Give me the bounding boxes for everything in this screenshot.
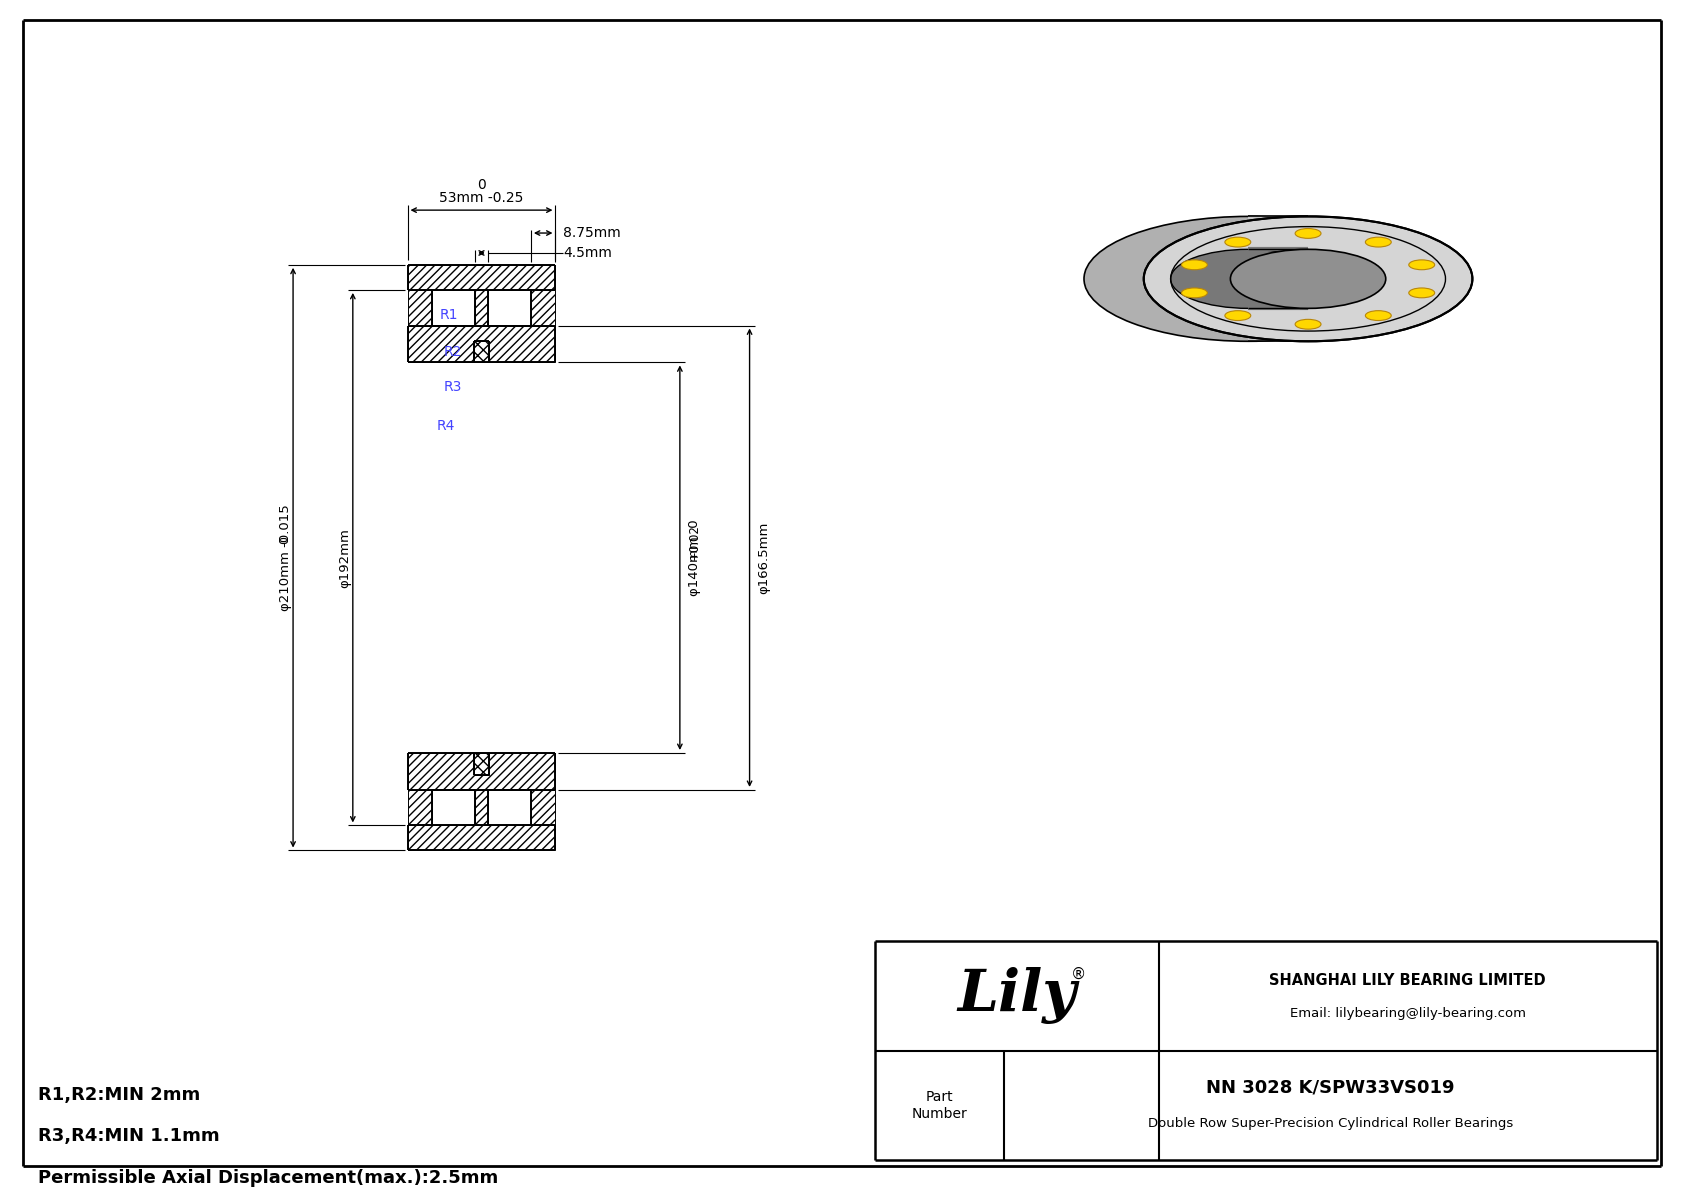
Text: Permissible Axial Displacement(max.):2.5mm: Permissible Axial Displacement(max.):2.5… — [39, 1170, 498, 1187]
Polygon shape — [473, 753, 488, 775]
Text: R1,R2:MIN 2mm: R1,R2:MIN 2mm — [39, 1085, 200, 1104]
Polygon shape — [408, 264, 556, 289]
Polygon shape — [473, 341, 488, 362]
Polygon shape — [530, 289, 556, 325]
Text: 0: 0 — [278, 536, 291, 544]
Text: R4: R4 — [436, 419, 455, 434]
Ellipse shape — [1224, 311, 1251, 320]
Polygon shape — [408, 825, 556, 850]
Polygon shape — [408, 289, 433, 325]
Ellipse shape — [1231, 249, 1386, 308]
Polygon shape — [475, 289, 488, 325]
Polygon shape — [530, 790, 556, 825]
Text: R2: R2 — [445, 344, 463, 358]
Polygon shape — [408, 790, 433, 825]
Text: φ210mm -0.015: φ210mm -0.015 — [278, 504, 291, 611]
Ellipse shape — [1143, 217, 1472, 342]
Ellipse shape — [1084, 217, 1413, 342]
FancyBboxPatch shape — [1248, 217, 1308, 342]
Ellipse shape — [1295, 319, 1320, 329]
Text: 4.5mm: 4.5mm — [564, 247, 613, 260]
Text: R3,R4:MIN 1.1mm: R3,R4:MIN 1.1mm — [39, 1128, 221, 1146]
Polygon shape — [408, 753, 556, 790]
Text: Double Row Super-Precision Cylindrical Roller Bearings: Double Row Super-Precision Cylindrical R… — [1148, 1117, 1514, 1130]
Text: Part
Number: Part Number — [911, 1090, 968, 1121]
Ellipse shape — [1182, 260, 1207, 269]
Polygon shape — [475, 790, 488, 825]
Text: Email: lilybearing@lily-bearing.com: Email: lilybearing@lily-bearing.com — [1290, 1008, 1526, 1021]
Ellipse shape — [1366, 237, 1391, 247]
Ellipse shape — [1410, 260, 1435, 269]
Text: R3: R3 — [445, 380, 463, 394]
Text: 53mm -0.25: 53mm -0.25 — [440, 191, 524, 205]
Ellipse shape — [1224, 237, 1251, 247]
Text: φ166.5mm: φ166.5mm — [758, 522, 771, 594]
Text: φ192mm: φ192mm — [338, 528, 352, 587]
Text: Lily: Lily — [957, 967, 1076, 1024]
Text: R1: R1 — [440, 308, 458, 322]
Text: SHANGHAI LILY BEARING LIMITED: SHANGHAI LILY BEARING LIMITED — [1270, 973, 1546, 989]
Ellipse shape — [1366, 311, 1391, 320]
Text: 0: 0 — [477, 179, 487, 192]
Text: 8.75mm: 8.75mm — [564, 226, 621, 241]
Polygon shape — [408, 325, 556, 362]
Ellipse shape — [1295, 229, 1320, 238]
Ellipse shape — [1182, 288, 1207, 298]
Text: NN 3028 K/SPW33VS019: NN 3028 K/SPW33VS019 — [1206, 1079, 1455, 1097]
Text: ®: ® — [1071, 966, 1086, 981]
Ellipse shape — [1170, 249, 1325, 308]
Text: φ140mm  0: φ140mm 0 — [687, 519, 701, 596]
Text: +0.02: +0.02 — [687, 524, 701, 560]
Ellipse shape — [1410, 288, 1435, 298]
